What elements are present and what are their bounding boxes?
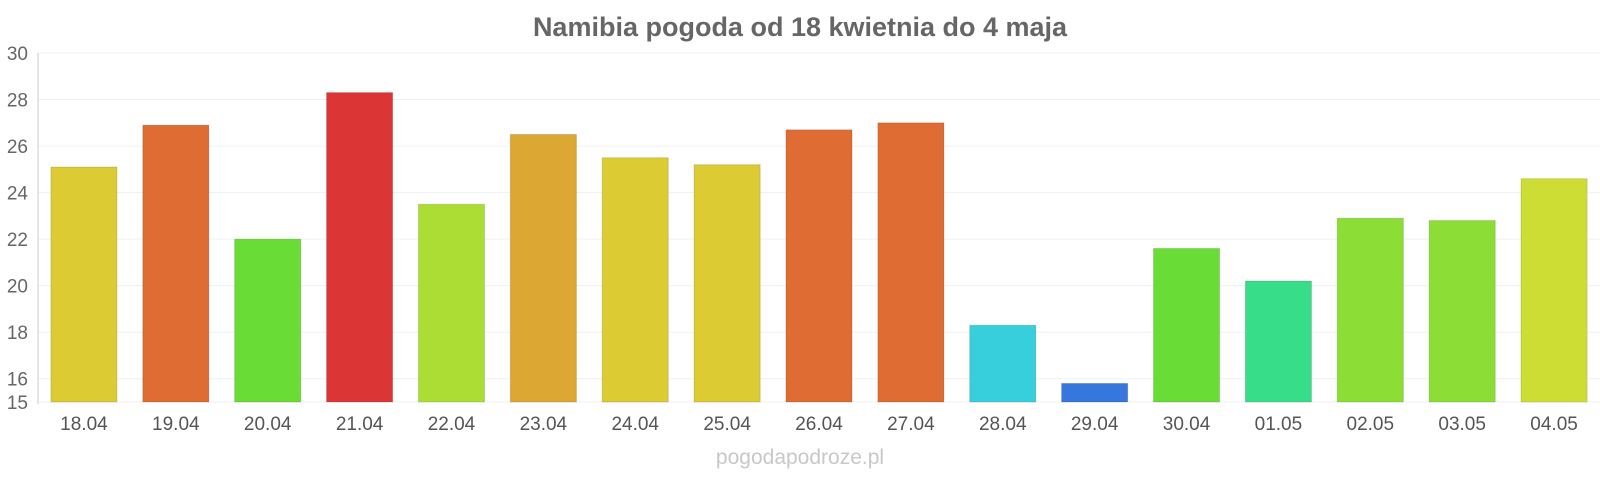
y-tick-label: 20 [7, 277, 28, 298]
y-tick-label: 26 [7, 137, 28, 158]
bar [142, 124, 210, 403]
bar [1520, 178, 1588, 403]
bar [1428, 220, 1496, 403]
bar [1244, 280, 1312, 403]
x-tick-label: 24.04 [611, 414, 659, 435]
y-tick-label: 24 [7, 184, 29, 205]
x-tick-label: 22.04 [428, 414, 476, 435]
y-tick-label: 16 [7, 370, 28, 391]
bar [1152, 247, 1221, 403]
bar [1061, 382, 1129, 403]
x-tick-label: 28.04 [979, 414, 1027, 435]
bar [601, 157, 669, 403]
y-tick-label: 22 [7, 230, 28, 251]
x-tick-label: 29.04 [1071, 414, 1119, 435]
chart-title: Namibia pogoda od 18 kwietnia do 4 maja [533, 12, 1068, 42]
watermark: pogodapodroze.pl [716, 446, 884, 469]
x-axis: 18.04 19.04 20.04 21.04 22.04 23.04 24.04 25.04… [60, 414, 1578, 435]
y-tick-label: 30 [7, 44, 28, 65]
y-tick-label: 15 [7, 393, 28, 414]
x-tick-label: 25.04 [703, 414, 751, 435]
x-tick-label: 20.04 [244, 414, 292, 435]
bar [417, 203, 486, 403]
x-tick-label: 26.04 [795, 414, 843, 435]
bar [969, 324, 1037, 403]
bars [50, 92, 1588, 403]
x-tick-label: 30.04 [1163, 414, 1211, 435]
bar [1336, 217, 1404, 403]
x-tick-label: 03.05 [1438, 414, 1486, 435]
bar [50, 166, 118, 403]
x-tick-label: 19.04 [152, 414, 200, 435]
bar [326, 92, 394, 403]
x-tick-label: 21.04 [336, 414, 384, 435]
bar [785, 129, 853, 403]
bar [234, 238, 302, 403]
bar [693, 164, 761, 403]
x-tick-label: 27.04 [887, 414, 935, 435]
x-tick-label: 01.05 [1255, 414, 1303, 435]
bar [509, 133, 577, 403]
x-tick-label: 04.05 [1530, 414, 1578, 435]
y-tick-label: 28 [7, 91, 28, 112]
bar [877, 122, 945, 403]
x-tick-label: 02.05 [1347, 414, 1395, 435]
x-tick-label: 18.04 [60, 414, 108, 435]
y-tick-label: 18 [7, 323, 28, 344]
x-tick-label: 23.04 [520, 414, 568, 435]
